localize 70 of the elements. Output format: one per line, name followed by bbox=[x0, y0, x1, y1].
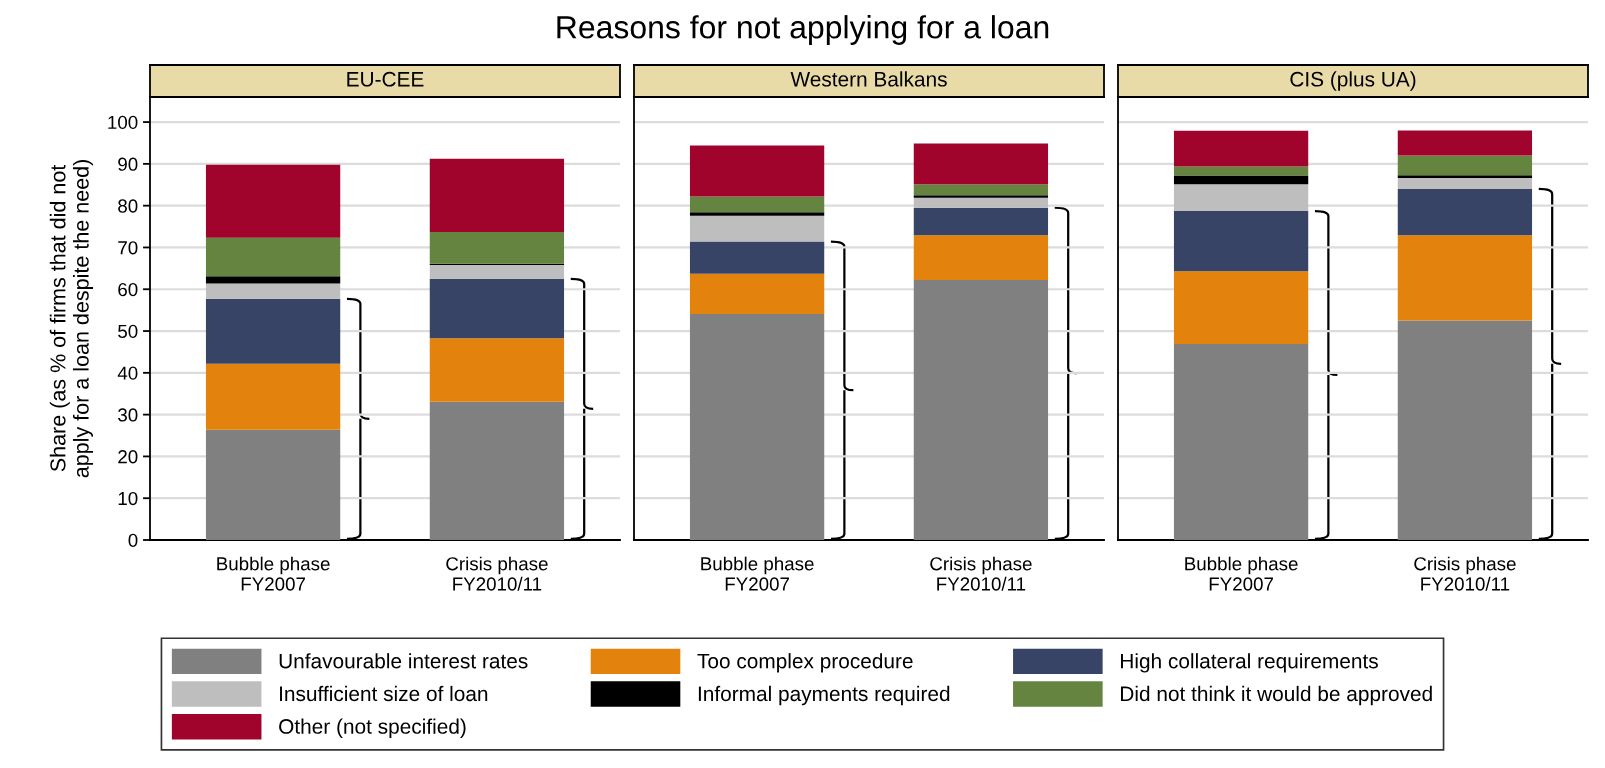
y-tick-label: 20 bbox=[118, 450, 138, 464]
y-tick-label: 80 bbox=[118, 199, 138, 213]
bar bbox=[1173, 184, 1309, 212]
legend-label: Other (not specified) bbox=[279, 718, 466, 738]
bar bbox=[689, 215, 825, 242]
bar bbox=[689, 273, 825, 314]
bar bbox=[429, 231, 565, 264]
bar bbox=[913, 184, 1049, 196]
chart-title: Western Balkans bbox=[790, 71, 947, 87]
bar bbox=[689, 313, 825, 540]
y-tick-label: 90 bbox=[118, 157, 138, 171]
y-tick-label: 70 bbox=[118, 241, 138, 255]
y-tick-label: 30 bbox=[118, 408, 138, 422]
bar bbox=[205, 283, 341, 299]
bar bbox=[913, 235, 1049, 281]
legend-label: Too complex procedure bbox=[697, 653, 913, 673]
bar bbox=[205, 276, 341, 284]
bar bbox=[913, 195, 1049, 198]
bar bbox=[1173, 166, 1309, 176]
x-tick-label: Crisis phase FY2010/11 bbox=[1414, 556, 1516, 591]
bar bbox=[913, 197, 1049, 208]
bar bbox=[1397, 175, 1533, 179]
chart-title: EU-CEE bbox=[347, 71, 424, 87]
bar bbox=[205, 164, 341, 238]
x-tick-label: Bubble phase FY2007 bbox=[1185, 556, 1298, 591]
bar bbox=[913, 207, 1049, 236]
y-tick-label: 100 bbox=[108, 115, 138, 130]
bar bbox=[1397, 130, 1533, 156]
legend-label: Insufficient size of loan bbox=[280, 685, 488, 702]
bar bbox=[913, 280, 1049, 540]
y-tick-label: 10 bbox=[118, 491, 138, 506]
x-tick-label: Bubble phase FY2007 bbox=[701, 556, 814, 591]
bar bbox=[689, 212, 825, 216]
bar bbox=[1397, 235, 1533, 321]
bar bbox=[205, 363, 341, 430]
bar bbox=[1397, 155, 1533, 176]
x-tick-label: Crisis phase FY2010/11 bbox=[930, 556, 1032, 591]
bar bbox=[429, 158, 565, 232]
y-tick-label: 0 bbox=[128, 533, 138, 547]
bar bbox=[1173, 175, 1309, 185]
y-tick-label: 60 bbox=[118, 282, 138, 297]
bar bbox=[689, 241, 825, 274]
bar bbox=[429, 401, 565, 540]
bar bbox=[205, 429, 341, 540]
bar bbox=[1173, 343, 1309, 540]
y-tick-label: 50 bbox=[118, 324, 138, 339]
legend-label: High collateral requirements bbox=[1121, 653, 1378, 673]
x-tick-label: Bubble phase FY2007 bbox=[217, 556, 330, 591]
bar bbox=[1173, 271, 1309, 344]
legend-label: Unfavourable interest rates bbox=[279, 653, 528, 669]
x-tick-label: Crisis phase FY2010/11 bbox=[446, 556, 548, 591]
bar bbox=[1397, 178, 1533, 189]
bar bbox=[1397, 188, 1533, 236]
bar bbox=[689, 145, 825, 197]
bar bbox=[429, 278, 565, 339]
legend-label: Informal payments required bbox=[698, 685, 950, 706]
chart-title: CIS (plus UA) bbox=[1290, 71, 1416, 91]
bar bbox=[1397, 320, 1533, 540]
bar bbox=[205, 298, 341, 364]
legend-label: Did not think it would be approved bbox=[1121, 685, 1432, 706]
bar bbox=[1173, 130, 1309, 167]
text: Reasons for not applying for a loan bbox=[557, 15, 1049, 45]
bar bbox=[1173, 211, 1309, 272]
bar bbox=[429, 338, 565, 402]
bar bbox=[913, 143, 1049, 185]
bar bbox=[205, 237, 341, 277]
bar bbox=[689, 196, 825, 213]
y-tick-label: 40 bbox=[117, 366, 138, 380]
bar bbox=[429, 265, 565, 279]
y-axis-title: Share (as % of firms that did not apply for a loan despite the need) bbox=[49, 160, 94, 478]
